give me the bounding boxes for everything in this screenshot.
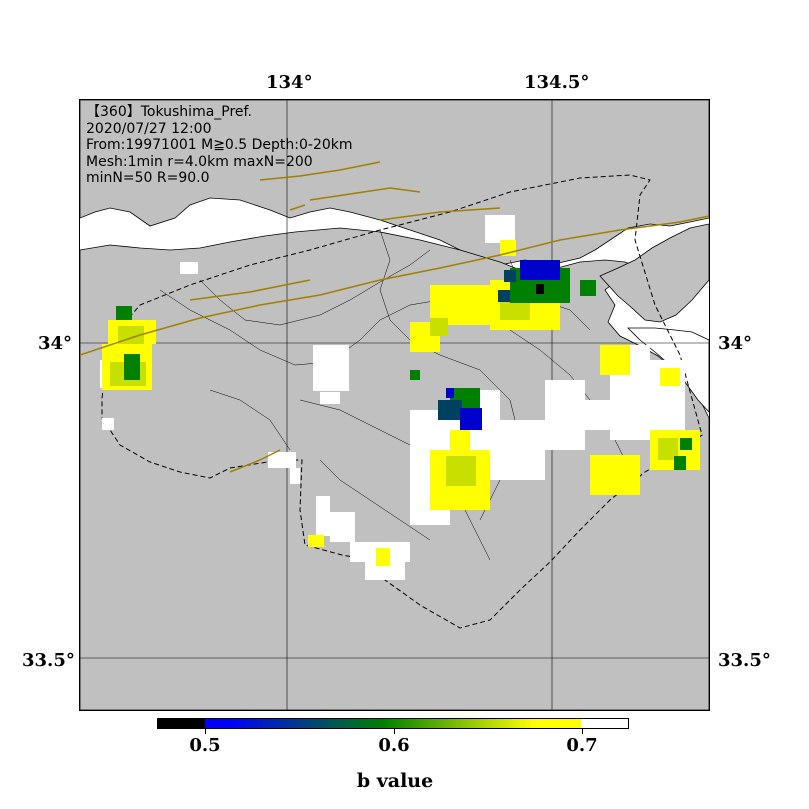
lat-tick-34-left: 34° bbox=[38, 333, 73, 354]
land-awaji bbox=[599, 223, 709, 323]
colorbar-tick-0-7: 0.7 bbox=[566, 735, 598, 756]
map-svg bbox=[80, 100, 709, 710]
info-line-period: From:19971001 M≧0.5 Depth:0-20km bbox=[86, 137, 353, 153]
lon-tick-134-5: 134.5° bbox=[524, 72, 590, 93]
map-info-text: 【360】Tokushima_Pref. 2020/07/27 12:00 Fr… bbox=[86, 104, 353, 187]
colorbar-title: b value bbox=[356, 770, 434, 792]
colorbar-tickmark-0-7 bbox=[582, 729, 583, 734]
colorbar-tick-0-6: 0.6 bbox=[378, 735, 410, 756]
colorbar-tick-0-5: 0.5 bbox=[189, 735, 221, 756]
info-line-region: 【360】Tokushima_Pref. bbox=[86, 104, 252, 120]
colorbar-tickmark-0-6 bbox=[394, 729, 395, 734]
info-line-mesh: Mesh:1min r=4.0km maxN=200 bbox=[86, 153, 313, 170]
colorbar bbox=[157, 718, 629, 729]
map-area bbox=[80, 100, 709, 710]
info-line-date: 2020/07/27 12:00 bbox=[86, 120, 212, 137]
prefecture-boundary bbox=[101, 174, 703, 629]
active-faults bbox=[80, 161, 709, 473]
colorbar-tickmark-0-5 bbox=[205, 729, 206, 734]
info-line-params: minN=50 R=90.0 bbox=[86, 170, 210, 186]
lat-tick-33-5-right: 33.5° bbox=[718, 650, 771, 671]
lat-tick-33-5-left: 33.5° bbox=[22, 650, 75, 671]
lat-tick-34-right: 34° bbox=[718, 333, 753, 354]
lon-tick-134: 134° bbox=[266, 72, 313, 93]
b-value-grid-cells bbox=[100, 215, 700, 580]
